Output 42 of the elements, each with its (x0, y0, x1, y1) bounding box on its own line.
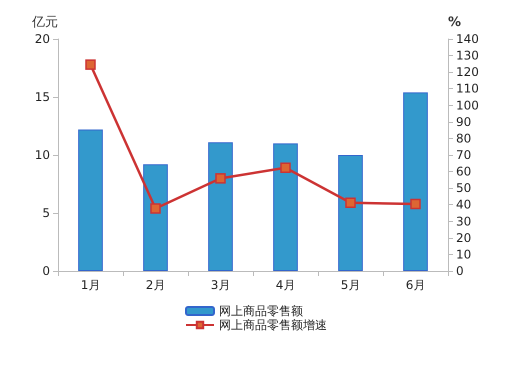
y2-axis-title: % (448, 15, 462, 30)
bar (273, 143, 298, 271)
bar (338, 155, 363, 271)
y-tick-label: 15 (34, 90, 50, 104)
y-tick-label: 0 (42, 264, 50, 278)
y-tick-label: 10 (34, 148, 50, 162)
x-tick-label: 4月 (276, 278, 296, 292)
bar (143, 164, 168, 271)
legend-label: 网上商品零售额 (219, 304, 303, 318)
x-tick-label: 2月 (146, 278, 166, 292)
point (150, 203, 161, 214)
y2-tick-label: 50 (456, 181, 472, 196)
legend-label: 网上商品零售额增速 (219, 318, 327, 332)
y2-tick-label: 70 (456, 148, 472, 162)
y2-tick-label: 90 (456, 114, 472, 129)
y-axis-title: 亿元 (31, 15, 58, 30)
point (280, 162, 291, 174)
bar (403, 92, 428, 271)
y-tick-label: 5 (42, 206, 50, 220)
point (345, 197, 356, 208)
x-tick-label: 3月 (210, 278, 230, 292)
y2-tick-label: 10 (456, 247, 472, 262)
y2-tick-label: 40 (456, 198, 472, 212)
y2-tick-label: 0 (456, 264, 464, 278)
y2-tick-label: 30 (456, 214, 472, 228)
point (410, 198, 421, 210)
x-tick-label: 5月 (340, 278, 360, 292)
point (215, 173, 226, 184)
y2-tick-label: 140 (456, 32, 479, 46)
y-tick-label: 20 (34, 32, 50, 46)
x-tick-label: 1月 (80, 278, 100, 292)
y2-tick-label: 130 (456, 48, 479, 63)
y2-tick-label: 60 (456, 164, 472, 179)
y2-tick-label: 120 (456, 65, 479, 80)
y2-tick-label: 110 (456, 82, 479, 96)
bar (208, 142, 233, 271)
point (85, 59, 96, 70)
y2-tick-label: 80 (456, 131, 472, 146)
y2-tick-label: 100 (456, 98, 479, 112)
x-tick-label: 6月 (406, 278, 426, 292)
bar (78, 129, 103, 271)
y2-tick-label: 20 (456, 230, 472, 245)
